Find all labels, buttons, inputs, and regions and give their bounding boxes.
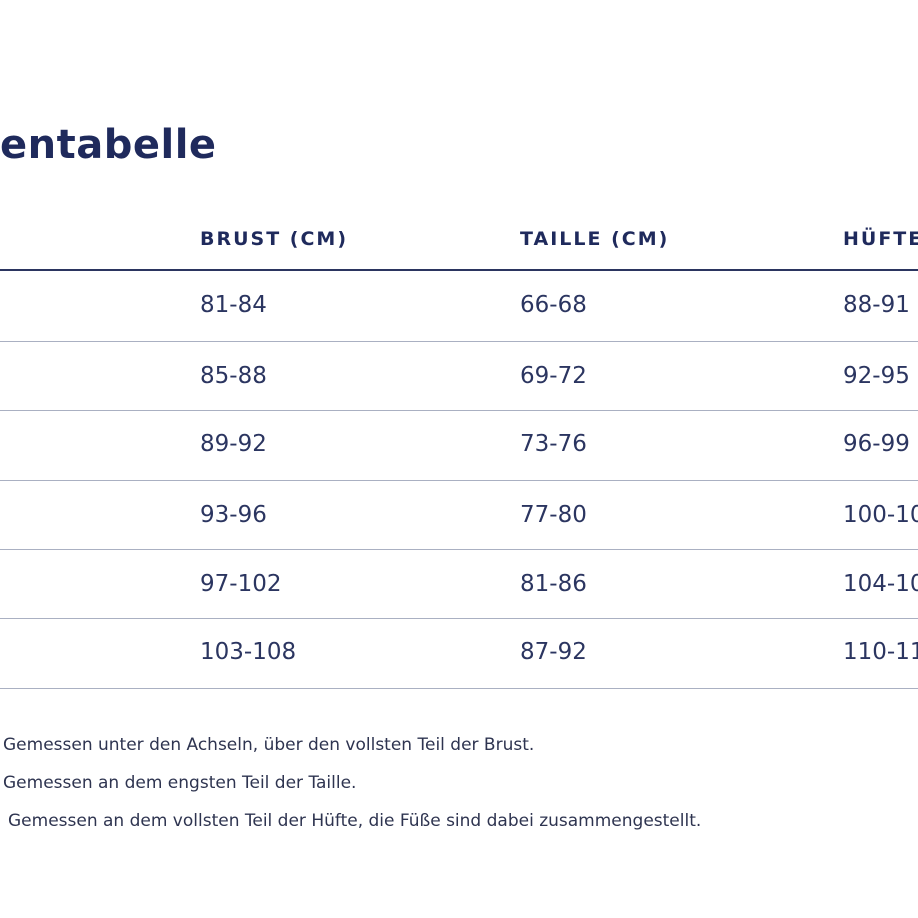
cell: 77-80 [520, 502, 587, 528]
column-header: HÜFTE [843, 228, 918, 250]
cell: 69-72 [520, 363, 587, 389]
title: entabelle [0, 122, 217, 168]
footnote: Gemessen an dem vollsten Teil der Hüfte,… [8, 811, 702, 831]
row-rule [0, 410, 918, 411]
cell: 81-84 [200, 292, 267, 318]
cell: 66-68 [520, 292, 587, 318]
cell: 104-10 [843, 571, 918, 597]
row-rule [0, 618, 918, 619]
cell: 100-10 [843, 502, 918, 528]
cell: 92-95 [843, 363, 910, 389]
footnote: Gemessen an dem engsten Teil der Taille. [3, 773, 357, 793]
column-header: BRUST (CM) [200, 228, 349, 250]
header-rule [0, 269, 918, 271]
cell: 85-88 [200, 363, 267, 389]
cell: 103-108 [200, 639, 297, 665]
cell: 97-102 [200, 571, 282, 597]
cell: 89-92 [200, 431, 267, 457]
row-rule [0, 688, 918, 689]
cell: 93-96 [200, 502, 267, 528]
cell: 87-92 [520, 639, 587, 665]
row-rule [0, 341, 918, 342]
row-rule [0, 480, 918, 481]
cell: 81-86 [520, 571, 587, 597]
column-header: TAILLE (CM) [520, 228, 670, 250]
cell: 73-76 [520, 431, 587, 457]
cell: 110-115 [843, 639, 918, 665]
row-rule [0, 549, 918, 550]
footnote: Gemessen unter den Achseln, über den vol… [3, 735, 535, 755]
cell: 88-91 [843, 292, 910, 318]
cell: 96-99 [843, 431, 910, 457]
